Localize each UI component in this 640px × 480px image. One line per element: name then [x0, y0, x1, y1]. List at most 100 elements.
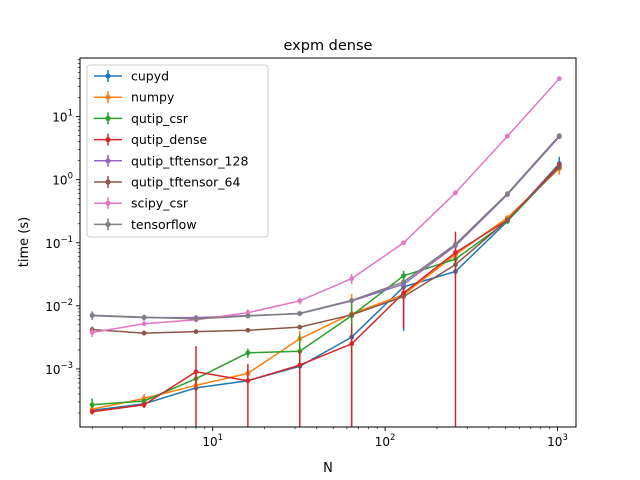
y-tick-label-base: 10	[52, 174, 67, 188]
legend-marker	[105, 115, 111, 121]
data-point	[297, 362, 303, 368]
y-tick-label-exponent: −2	[60, 298, 73, 308]
data-point	[193, 316, 199, 322]
data-point	[401, 279, 406, 285]
y-tick-label: 100	[52, 172, 73, 188]
y-tick-label-exponent: −3	[60, 361, 73, 371]
data-point	[349, 312, 355, 318]
chart-title: expm dense	[284, 38, 373, 54]
legend-label: qutip_tftensor_128	[131, 153, 248, 168]
legend-entry: qutip_csr	[94, 111, 189, 126]
legend-marker	[105, 158, 111, 164]
y-tick-label-base: 10	[45, 237, 60, 251]
legend-entry: qutip_tftensor_128	[94, 153, 248, 168]
x-tick-label-base: 10	[202, 435, 217, 449]
x-tick-label-exponent: 3	[562, 433, 567, 443]
y-tick-label: 10−1	[45, 235, 73, 251]
y-tick-label-base: 10	[45, 363, 60, 377]
legend-label: tensorflow	[131, 217, 197, 232]
legend-marker	[105, 94, 111, 100]
data-point	[504, 217, 510, 223]
legend-entry: numpy	[94, 90, 175, 105]
series-line	[92, 163, 560, 412]
series-line	[92, 166, 560, 334]
data-point	[193, 369, 199, 375]
data-point	[401, 294, 406, 300]
legend: cupyd numpy qutip_csr qutip_dense qutip_tfte…	[86, 64, 269, 238]
data-point	[349, 341, 355, 347]
legend-box	[86, 64, 269, 238]
data-point	[401, 290, 406, 296]
y-tick-label-base: 10	[45, 300, 60, 314]
legend-entry: cupyd	[94, 69, 169, 84]
data-point	[297, 324, 303, 330]
data-point	[401, 273, 406, 279]
data-point	[141, 330, 147, 336]
legend-entry: scipy_csr	[94, 196, 189, 211]
legend-marker	[105, 179, 111, 185]
legend-label: qutip_tftensor_64	[131, 175, 241, 190]
series-line	[92, 166, 560, 406]
series-line	[92, 164, 560, 413]
y-tick-label: 101	[52, 109, 73, 125]
data-point	[245, 310, 251, 316]
x-tick-label: 101	[202, 433, 223, 449]
data-point	[297, 298, 303, 304]
series-line	[92, 78, 560, 334]
y-tick-label-exponent: −1	[60, 235, 73, 245]
data-point	[141, 314, 147, 320]
data-point	[245, 350, 251, 356]
x-tick-label: 103	[547, 433, 568, 449]
data-point	[89, 312, 95, 318]
x-tick-label: 102	[375, 433, 396, 449]
x-tick-label-base: 10	[375, 435, 390, 449]
y-tick-label: 10−2	[45, 298, 73, 314]
data-point	[453, 241, 458, 247]
data-point	[89, 402, 95, 408]
data-point	[141, 402, 147, 408]
legend-label: qutip_dense	[131, 132, 207, 147]
data-point	[193, 329, 199, 335]
legend-marker	[105, 221, 111, 227]
data-point	[89, 329, 95, 335]
legend-label: cupyd	[131, 69, 169, 84]
data-point	[349, 276, 355, 282]
legend-marker	[105, 137, 111, 143]
legend-marker	[105, 73, 111, 79]
series-layer	[89, 76, 562, 427]
x-tick-label-exponent: 2	[390, 433, 395, 443]
y-tick-label: 10−3	[45, 361, 73, 377]
data-point	[89, 409, 95, 415]
data-point	[504, 133, 510, 139]
data-point	[141, 398, 147, 404]
data-point	[504, 191, 510, 197]
y-axis-label: time (s)	[17, 217, 32, 267]
legend-marker	[105, 200, 111, 206]
legend-entry: tensorflow	[94, 217, 197, 232]
x-tick-label-exponent: 1	[218, 433, 223, 443]
legend-label: scipy_csr	[131, 196, 189, 211]
data-point	[349, 297, 355, 303]
data-point	[453, 190, 458, 196]
legend-entry: qutip_tftensor_64	[94, 175, 241, 190]
data-point	[453, 250, 458, 255]
legend-label: qutip_csr	[131, 111, 189, 126]
data-point	[141, 321, 147, 327]
x-tick-label-base: 10	[547, 435, 562, 449]
data-point	[556, 76, 562, 82]
data-point	[297, 310, 303, 316]
series-tensorflow	[89, 133, 562, 322]
series-line	[92, 135, 560, 320]
data-point	[245, 327, 251, 333]
series-qutip_tftensor_64	[89, 164, 562, 336]
legend-label: numpy	[131, 90, 175, 105]
data-point	[556, 164, 562, 170]
data-point	[453, 262, 458, 268]
data-point	[245, 378, 251, 384]
y-tick-label-exponent: 1	[68, 109, 73, 119]
y-tick-label-exponent: 0	[68, 172, 73, 182]
y-tick-label-base: 10	[52, 111, 67, 125]
legend-entry: qutip_dense	[94, 132, 207, 147]
